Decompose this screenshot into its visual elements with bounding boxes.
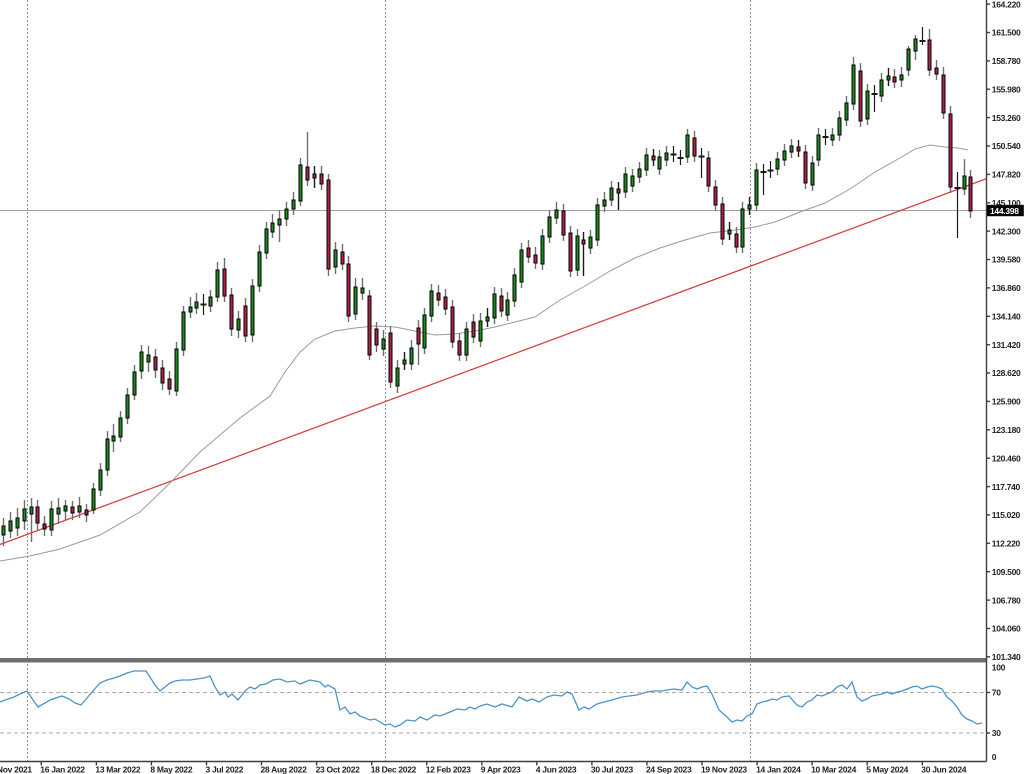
svg-text:100: 100: [992, 663, 1006, 673]
svg-text:134.140: 134.140: [992, 312, 1021, 322]
svg-text:153.260: 153.260: [992, 113, 1021, 123]
svg-text:30: 30: [992, 728, 1001, 738]
svg-text:144.398: 144.398: [990, 206, 1019, 216]
svg-text:18 Dec 2022: 18 Dec 2022: [371, 764, 417, 774]
svg-text:70: 70: [992, 688, 1001, 698]
svg-text:150.540: 150.540: [992, 141, 1021, 151]
svg-text:117.740: 117.740: [992, 482, 1021, 492]
svg-text:3 Jul 2022: 3 Jul 2022: [206, 764, 244, 774]
svg-text:120.460: 120.460: [992, 453, 1021, 463]
svg-text:30 Jun 2024: 30 Jun 2024: [921, 764, 966, 774]
svg-text:147.820: 147.820: [992, 170, 1021, 180]
svg-text:142.300: 142.300: [992, 226, 1021, 236]
svg-text:4 Jun 2023: 4 Jun 2023: [536, 764, 577, 774]
svg-text:0: 0: [992, 752, 997, 762]
svg-text:9 Apr 2023: 9 Apr 2023: [481, 764, 521, 774]
svg-text:128.620: 128.620: [992, 368, 1021, 378]
svg-text:123.180: 123.180: [992, 425, 1021, 435]
svg-text:155.980: 155.980: [992, 84, 1021, 94]
svg-text:16 Jan 2022: 16 Jan 2022: [40, 764, 85, 774]
svg-text:101.340: 101.340: [992, 652, 1021, 662]
svg-text:112.220: 112.220: [992, 539, 1021, 549]
svg-text:109.500: 109.500: [992, 567, 1021, 577]
svg-text:13 Mar 2022: 13 Mar 2022: [95, 764, 140, 774]
svg-text:14 Jan 2024: 14 Jan 2024: [756, 764, 801, 774]
svg-text:28 Aug 2022: 28 Aug 2022: [261, 764, 308, 774]
svg-text:5 May 2024: 5 May 2024: [866, 764, 908, 774]
svg-text:161.500: 161.500: [992, 28, 1021, 38]
svg-text:8 May 2022: 8 May 2022: [150, 764, 192, 774]
svg-text:125.900: 125.900: [992, 397, 1021, 407]
svg-text:131.420: 131.420: [992, 340, 1021, 350]
svg-text:164.220: 164.220: [992, 0, 1021, 9]
svg-text:139.580: 139.580: [992, 255, 1021, 265]
svg-text:158.780: 158.780: [992, 56, 1021, 66]
svg-text:115.020: 115.020: [992, 510, 1021, 520]
svg-text:24 Sep 2023: 24 Sep 2023: [646, 764, 692, 774]
svg-text:30 Jul 2023: 30 Jul 2023: [591, 764, 634, 774]
svg-text:136.860: 136.860: [992, 283, 1021, 293]
svg-text:104.060: 104.060: [992, 624, 1021, 634]
svg-text:12 Feb 2023: 12 Feb 2023: [426, 764, 471, 774]
svg-text:21 Nov 2021: 21 Nov 2021: [0, 764, 32, 774]
svg-text:10 Mar 2024: 10 Mar 2024: [811, 764, 856, 774]
svg-text:23 Oct 2022: 23 Oct 2022: [316, 764, 361, 774]
svg-text:145.100: 145.100: [992, 198, 1021, 208]
svg-text:19 Nov 2023: 19 Nov 2023: [701, 764, 747, 774]
svg-text:106.780: 106.780: [992, 595, 1021, 605]
